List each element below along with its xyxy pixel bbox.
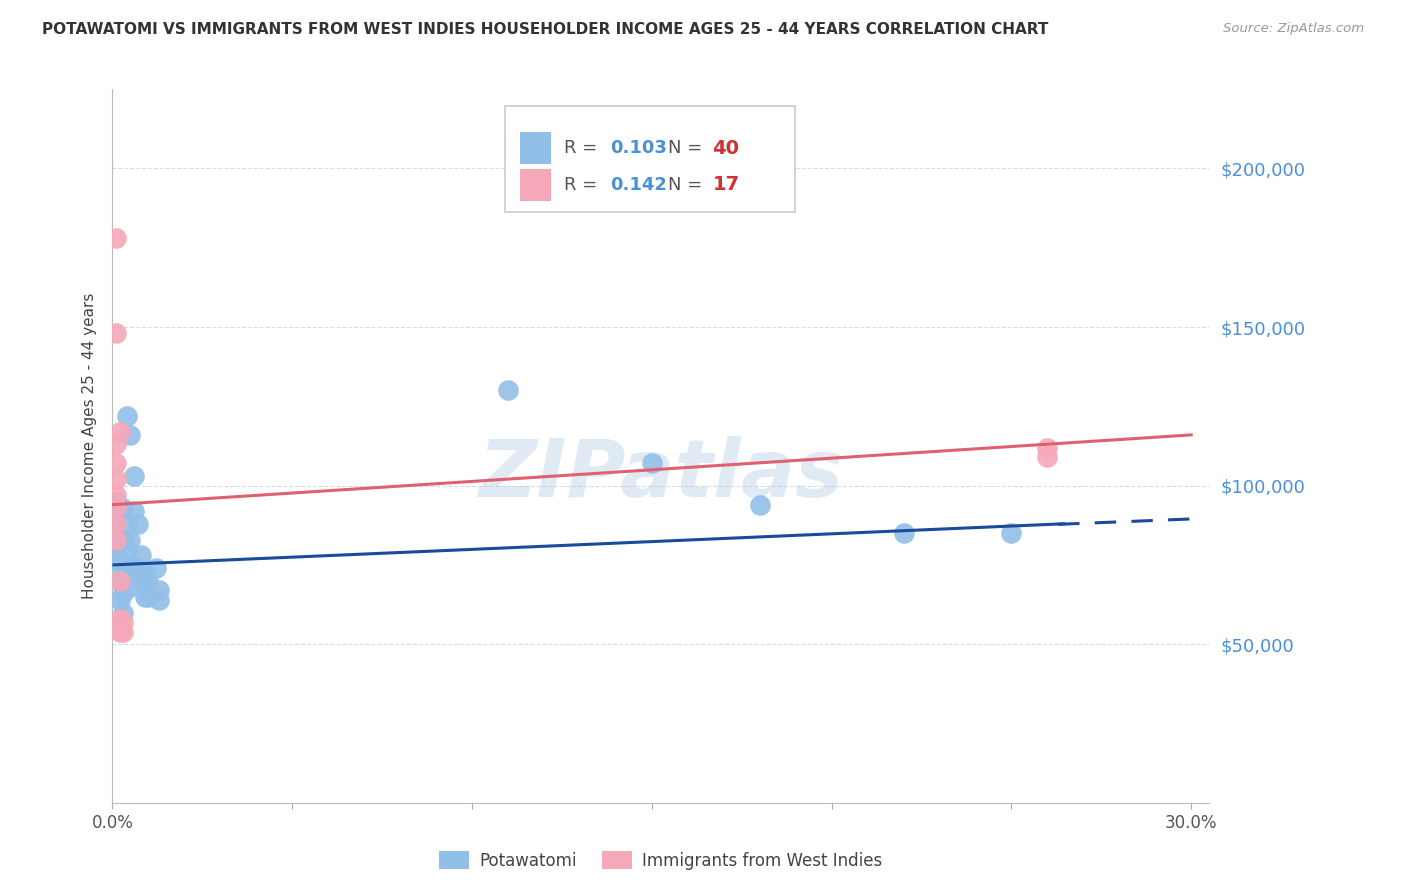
Point xyxy=(105,516,128,531)
FancyBboxPatch shape xyxy=(505,105,794,212)
Point xyxy=(893,526,915,541)
Point xyxy=(138,590,160,604)
Point xyxy=(496,384,519,398)
Bar xyxy=(520,132,551,164)
Point xyxy=(108,624,131,639)
Point xyxy=(108,574,131,588)
Point xyxy=(115,542,138,557)
Point xyxy=(129,574,152,588)
Point xyxy=(748,498,770,512)
Text: N =: N = xyxy=(668,139,709,157)
Point xyxy=(105,472,128,486)
Point xyxy=(105,494,128,508)
Point xyxy=(108,425,131,439)
Point xyxy=(120,428,142,442)
Y-axis label: Householder Income Ages 25 - 44 years: Householder Income Ages 25 - 44 years xyxy=(82,293,97,599)
Text: 17: 17 xyxy=(713,175,740,194)
Point xyxy=(134,567,156,582)
Point xyxy=(148,592,170,607)
Point xyxy=(115,409,138,423)
Point xyxy=(105,533,128,547)
Point xyxy=(122,504,145,518)
Text: ZIPatlas: ZIPatlas xyxy=(478,435,844,514)
Point xyxy=(105,516,128,531)
Point xyxy=(105,500,128,515)
Point xyxy=(641,457,664,471)
Point xyxy=(138,574,160,588)
Text: R =: R = xyxy=(564,139,603,157)
Text: 40: 40 xyxy=(713,139,740,158)
Bar xyxy=(520,169,551,201)
Point xyxy=(145,561,167,575)
Point xyxy=(1036,441,1059,455)
Point xyxy=(112,500,135,515)
Point xyxy=(112,615,135,629)
Point xyxy=(120,558,142,572)
Text: 0.142: 0.142 xyxy=(610,176,668,194)
Point xyxy=(1036,450,1059,464)
Point xyxy=(112,564,135,578)
Point xyxy=(108,555,131,569)
Point xyxy=(127,516,149,531)
Point xyxy=(120,580,142,594)
Point xyxy=(1000,526,1022,541)
Point xyxy=(115,516,138,531)
Point xyxy=(127,561,149,575)
Point xyxy=(115,564,138,578)
Point xyxy=(120,533,142,547)
Point xyxy=(105,437,128,451)
Point xyxy=(105,549,128,563)
Legend: Potawatomi, Immigrants from West Indies: Potawatomi, Immigrants from West Indies xyxy=(433,845,889,877)
Point xyxy=(112,606,135,620)
Point xyxy=(108,592,131,607)
Point xyxy=(108,612,131,626)
Point xyxy=(148,583,170,598)
Point xyxy=(112,533,135,547)
Point xyxy=(105,535,128,549)
Point xyxy=(122,469,145,483)
Point xyxy=(122,561,145,575)
Text: R =: R = xyxy=(564,176,603,194)
Point xyxy=(105,457,128,471)
Point xyxy=(129,549,152,563)
Text: 0.103: 0.103 xyxy=(610,139,668,157)
Point xyxy=(108,574,131,588)
Point xyxy=(108,533,131,547)
Text: POTAWATOMI VS IMMIGRANTS FROM WEST INDIES HOUSEHOLDER INCOME AGES 25 - 44 YEARS : POTAWATOMI VS IMMIGRANTS FROM WEST INDIE… xyxy=(42,22,1049,37)
Point xyxy=(112,624,135,639)
Text: Source: ZipAtlas.com: Source: ZipAtlas.com xyxy=(1223,22,1364,36)
Point xyxy=(105,231,128,245)
Point xyxy=(112,586,135,600)
Point xyxy=(105,488,128,502)
Point xyxy=(134,590,156,604)
Text: N =: N = xyxy=(668,176,709,194)
Point xyxy=(105,326,128,341)
